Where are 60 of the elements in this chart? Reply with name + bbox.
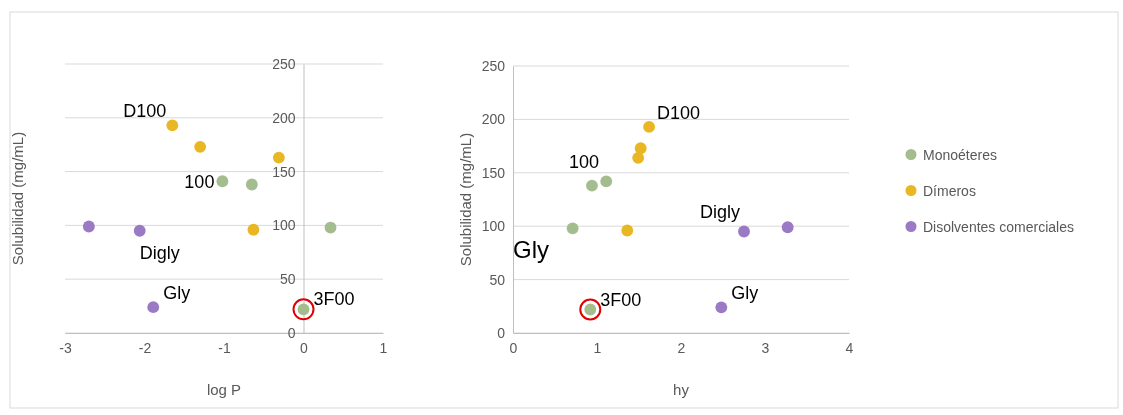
point xyxy=(600,175,613,188)
annotation: 3F00 xyxy=(600,289,642,310)
annotation: 100 xyxy=(184,172,215,193)
x-tick-label: 0 xyxy=(300,339,309,356)
point xyxy=(245,178,258,191)
point xyxy=(272,151,285,164)
annotation: D100 xyxy=(123,101,167,122)
point xyxy=(634,142,647,155)
point xyxy=(247,223,260,236)
y-tick-label: 50 xyxy=(279,271,296,288)
point xyxy=(324,221,337,234)
annotation: D100 xyxy=(657,102,701,123)
point xyxy=(566,222,579,235)
point xyxy=(166,119,179,132)
y-axis-title: Solubilidad (mg/mL) xyxy=(9,131,26,266)
y-tick-label: 250 xyxy=(272,55,296,72)
x-tick-label: 2 xyxy=(677,339,686,356)
point xyxy=(781,221,794,234)
annotation: Gly xyxy=(513,236,549,264)
y-tick-label: 150 xyxy=(481,164,506,181)
x-tick-label: -1 xyxy=(218,339,231,356)
point xyxy=(643,120,655,133)
x-tick-label: 4 xyxy=(845,339,854,356)
annotation: Digly xyxy=(139,242,180,263)
point xyxy=(621,224,634,237)
x-axis-title: log P xyxy=(206,381,242,398)
x-tick-label: -2 xyxy=(138,339,152,356)
point xyxy=(715,301,728,314)
point xyxy=(216,175,229,188)
annotation: Digly xyxy=(699,201,740,222)
annotation: Gly xyxy=(163,283,191,304)
annotation: 3F00 xyxy=(313,289,355,310)
point xyxy=(632,151,645,164)
legend-label: Monoéteres xyxy=(923,146,997,163)
point xyxy=(82,220,95,233)
y-tick-label: 0 xyxy=(287,324,296,341)
y-tick-label: 50 xyxy=(489,271,506,288)
y-tick-label: 250 xyxy=(481,57,506,74)
y-axis-title: Solubilidad (mg/mL) xyxy=(457,132,474,267)
annotation: 100 xyxy=(568,151,599,172)
point xyxy=(133,224,146,237)
y-tick-label: 150 xyxy=(272,163,296,180)
x-tick-label: 1 xyxy=(593,339,602,356)
point xyxy=(194,140,207,153)
legend-label: Dímeros xyxy=(923,182,976,199)
y-tick-label: 100 xyxy=(272,217,296,234)
legend-label: Disolventes comerciales xyxy=(923,218,1074,235)
x-tick-label: 1 xyxy=(379,339,388,356)
y-tick-label: 100 xyxy=(481,218,506,235)
point xyxy=(147,301,160,314)
x-tick-label: -3 xyxy=(59,339,72,356)
annotation: Gly xyxy=(731,283,759,304)
y-tick-label: 200 xyxy=(481,111,506,128)
x-axis-title: hy xyxy=(673,381,690,398)
x-tick-label: 0 xyxy=(509,339,518,356)
y-tick-label: 200 xyxy=(272,109,296,126)
y-tick-label: 0 xyxy=(497,324,506,341)
x-tick-label: 3 xyxy=(761,339,770,356)
point xyxy=(738,225,750,238)
point xyxy=(586,179,598,192)
